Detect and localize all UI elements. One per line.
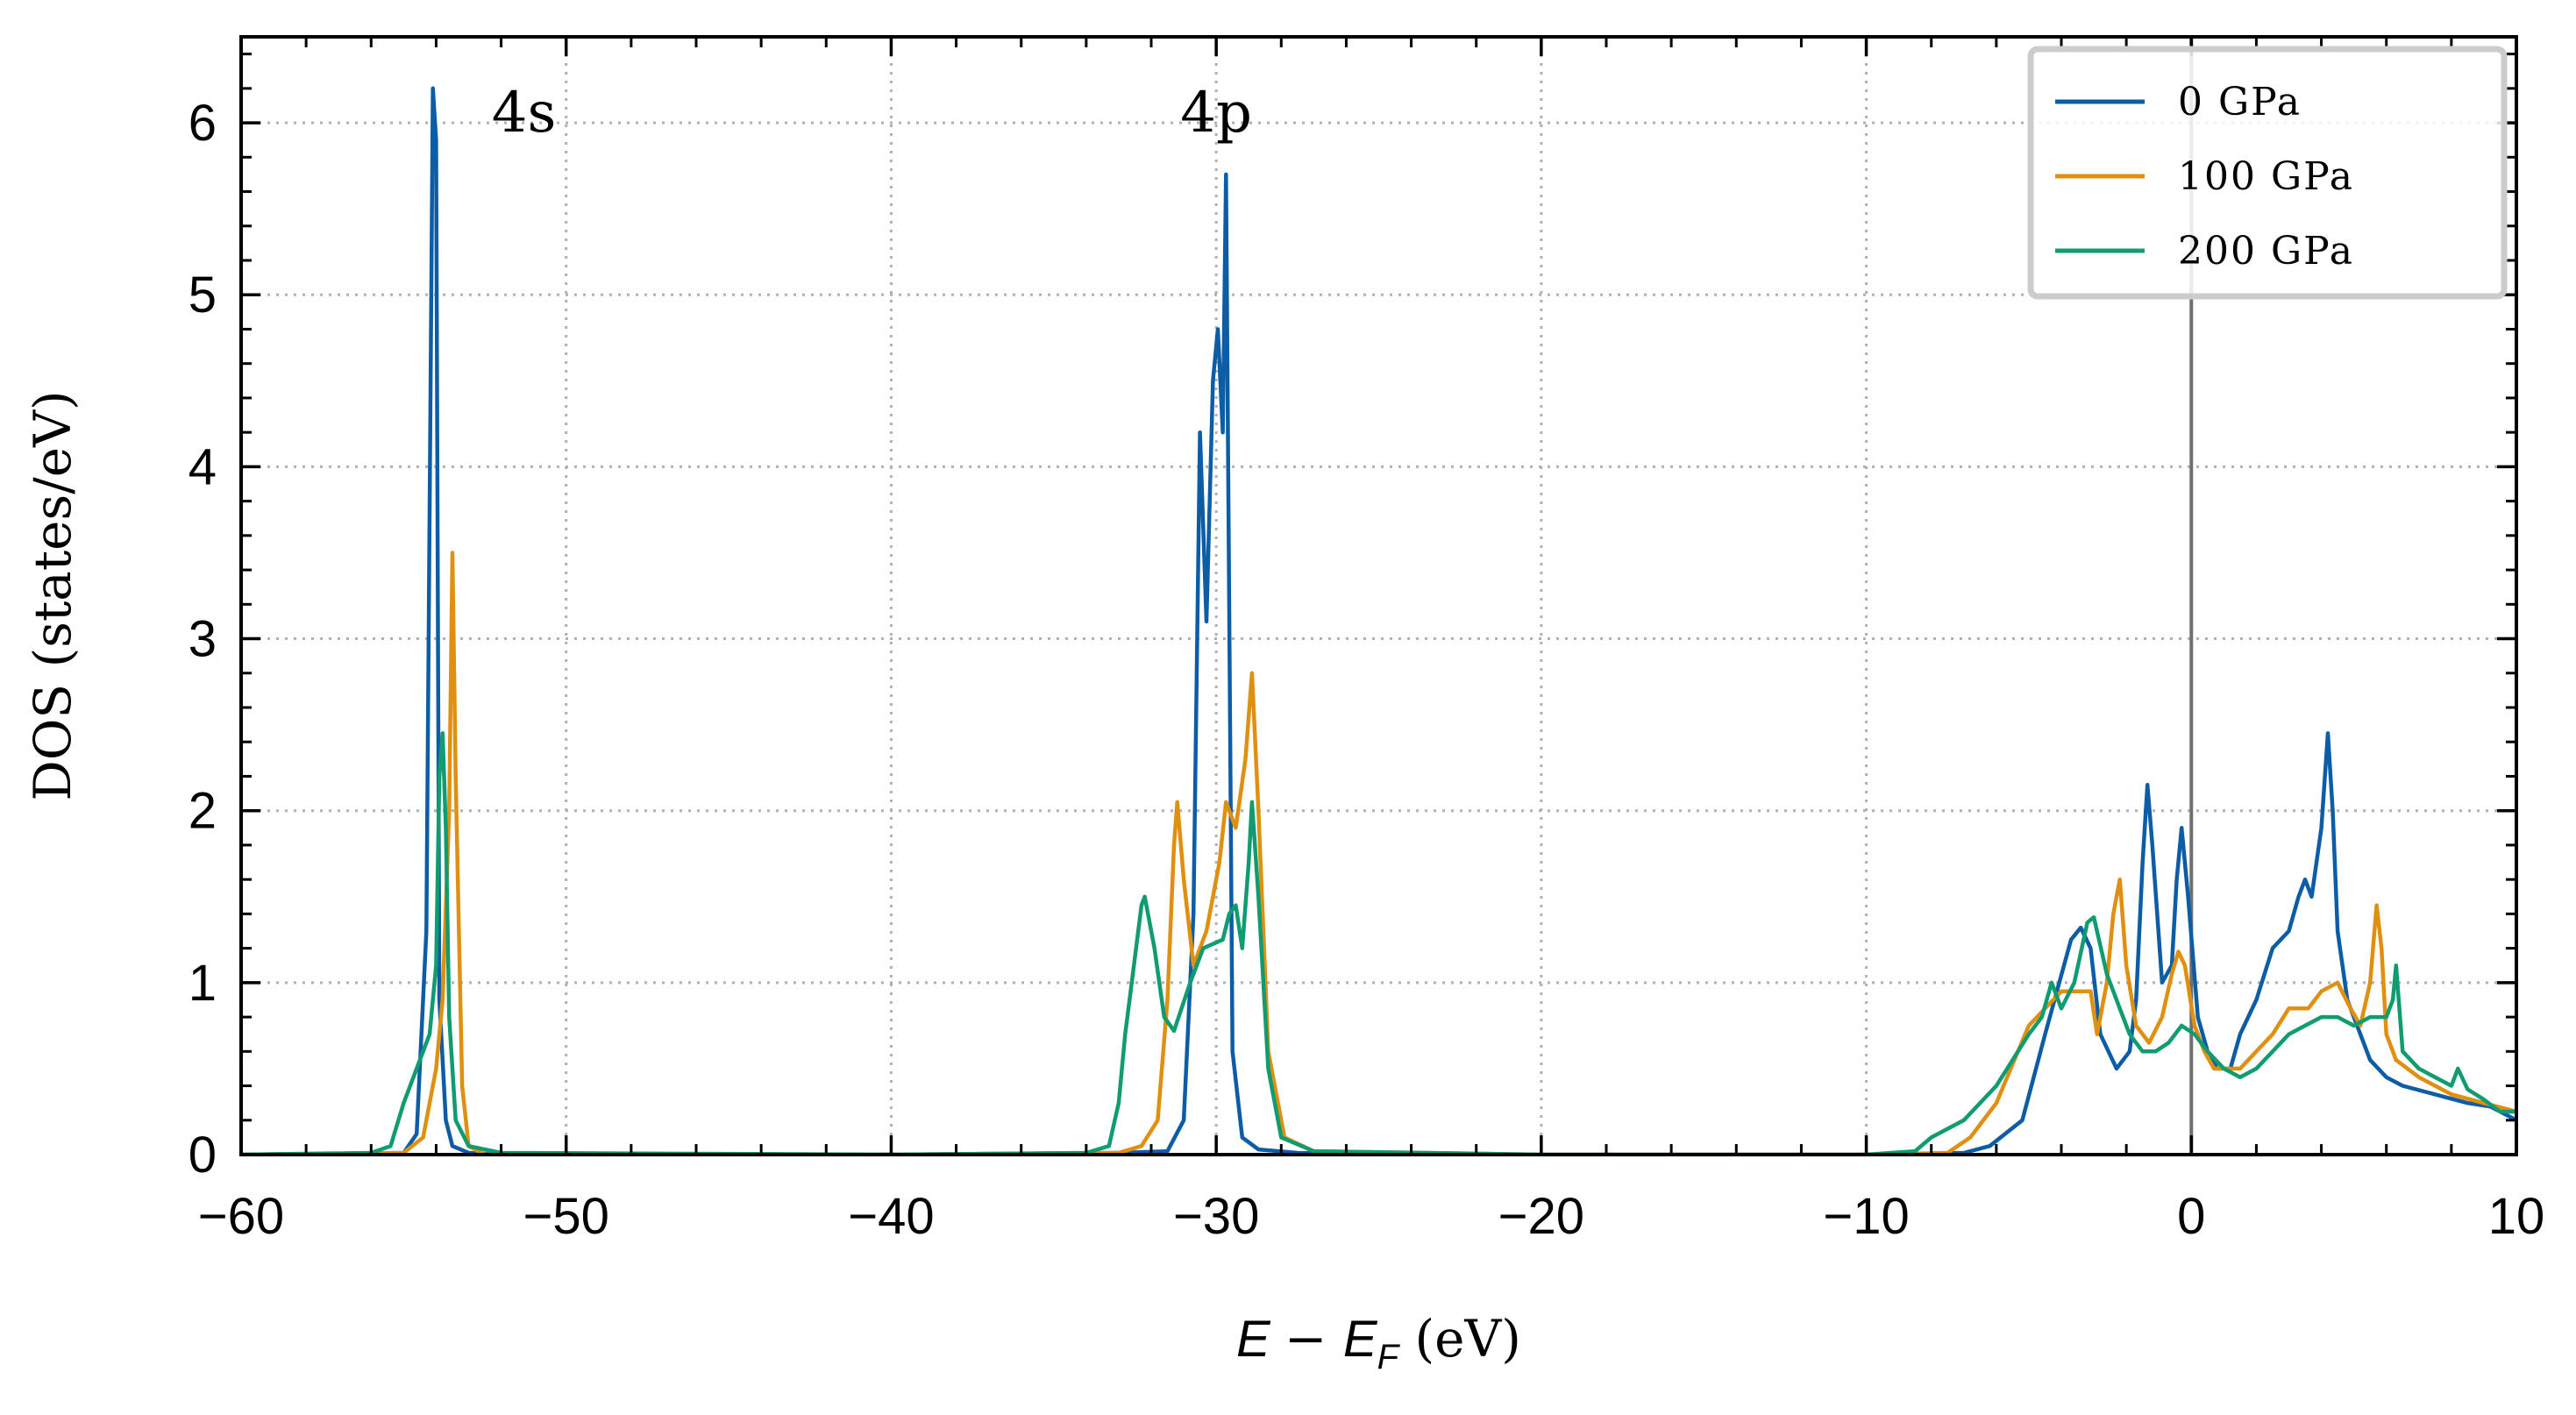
peak-label: 4s [492,81,557,146]
y-tick-label: 6 [189,95,217,152]
x-tick-label: −10 [1823,1188,1909,1245]
legend-label: 200 GPa [2178,229,2354,274]
y-tick-label: 1 [189,955,217,1012]
series-line-1 [241,551,2516,1155]
x-tick-label: −60 [198,1188,284,1245]
x-axis-title: E − EF (eV) [1236,1309,1521,1376]
legend: 0 GPa 100 GPa 200 GPa [2027,46,2508,300]
peak-label: 4p [1180,81,1252,146]
x-tick-label: 0 [2177,1188,2205,1245]
peak-annotations: 4s 4p [492,81,1252,146]
y-tick-label: 5 [189,267,217,324]
x-tick-label: 10 [2488,1188,2545,1245]
x-tick-label: −20 [1498,1188,1584,1245]
y-tick-label: 3 [189,611,217,668]
plot-frame [239,35,2518,1156]
axis-ticks: −60 −50 −40 −30 −20 −10 0 10 0 1 2 3 4 5 6 [189,37,2545,1245]
legend-label: 0 GPa [2178,80,2302,124]
x-tick-label: −30 [1173,1188,1259,1245]
y-axis-title: DOS (states/eV) [23,390,82,800]
y-tick-label: 2 [189,783,217,840]
legend-box [2027,46,2508,300]
x-tick-label: −40 [848,1188,934,1245]
y-tick-label: 4 [189,438,217,495]
y-tick-label: 0 [189,1127,217,1184]
x-tick-label: −50 [523,1188,609,1245]
legend-label: 100 GPa [2178,154,2354,199]
series-line-2 [241,731,2516,1155]
